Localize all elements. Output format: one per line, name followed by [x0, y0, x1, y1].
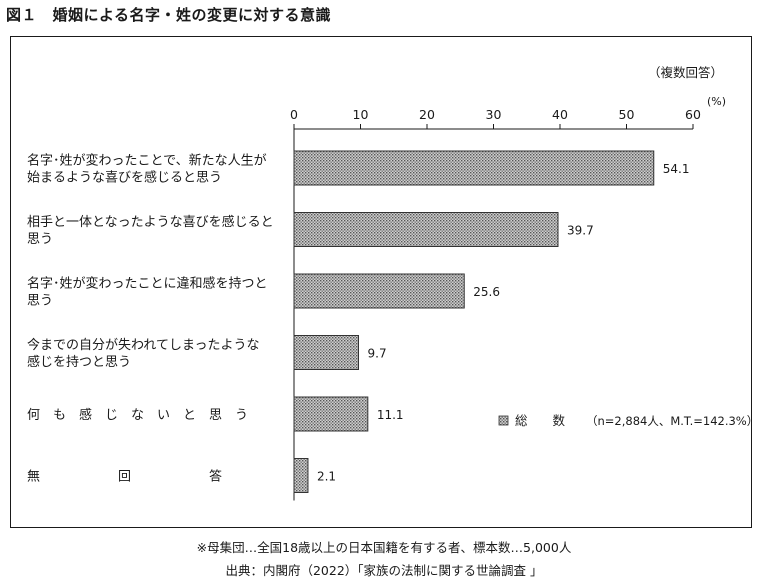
source-citation: 出典：内閣府（2022）「家族の法制に関する世論調査 」 [225, 563, 543, 578]
bar [293, 273, 465, 309]
x-tick-label: 40 [552, 107, 568, 122]
note-label: （複数回答） [648, 65, 723, 80]
x-tick-label: 60 [685, 107, 701, 122]
bar [293, 212, 559, 247]
bar [293, 396, 369, 432]
data-label: 39.7 [567, 224, 594, 238]
x-tick-label: 30 [486, 107, 502, 122]
x-tick-label: 50 [619, 107, 635, 122]
legend-detail: （n=2,884人、M.T.=142.3%） [586, 414, 751, 428]
category-label: 相手と一体となったような喜びを感じると [27, 214, 274, 230]
data-label: 2.1 [317, 470, 336, 484]
category-label: 名字･姓が変わったことで、新たな人生が [27, 153, 267, 169]
category-label: 無 回 答 [27, 469, 222, 485]
category-label: 感じを持つと思う [27, 354, 131, 370]
bar [293, 335, 360, 370]
legend-series-name: 総 数 [515, 413, 566, 428]
category-label: 思う [27, 232, 53, 247]
x-tick-label: 20 [419, 107, 435, 122]
bar [293, 150, 655, 186]
unit-label: (%) [707, 95, 726, 108]
x-tick-label: 0 [290, 107, 298, 122]
category-label: 今までの自分が失われてしまったような [27, 337, 259, 353]
bar-chart: （複数回答） (%) 0 10 20 30 40 50 60 54.1 39.7 25.6 9.7… [27, 65, 751, 501]
category-label: 何 も 感 じ な い と 思 う [27, 407, 248, 423]
category-label: 始まるような喜びを感じると思う [27, 170, 222, 186]
data-label: 54.1 [663, 162, 690, 176]
bar [293, 458, 309, 493]
data-label: 25.6 [473, 285, 500, 299]
footnote: ※母集団…全国18歳以上の日本国籍を有する者、標本数…5,000人 [196, 540, 572, 555]
category-label: 名字･姓が変わったことに違和感を持つと [27, 276, 268, 292]
chart-frame: （複数回答） (%) 0 10 20 30 40 50 60 54.1 39.7 25.6 9.7… [10, 36, 752, 528]
data-label: 11.1 [377, 408, 404, 422]
data-label: 9.7 [368, 347, 387, 361]
x-tick-label: 10 [353, 107, 369, 122]
legend-swatch [498, 415, 509, 426]
figure-title: 図１ 婚姻による名字・姓の変更に対する意識 [6, 6, 332, 24]
category-label: 思う [27, 294, 53, 309]
